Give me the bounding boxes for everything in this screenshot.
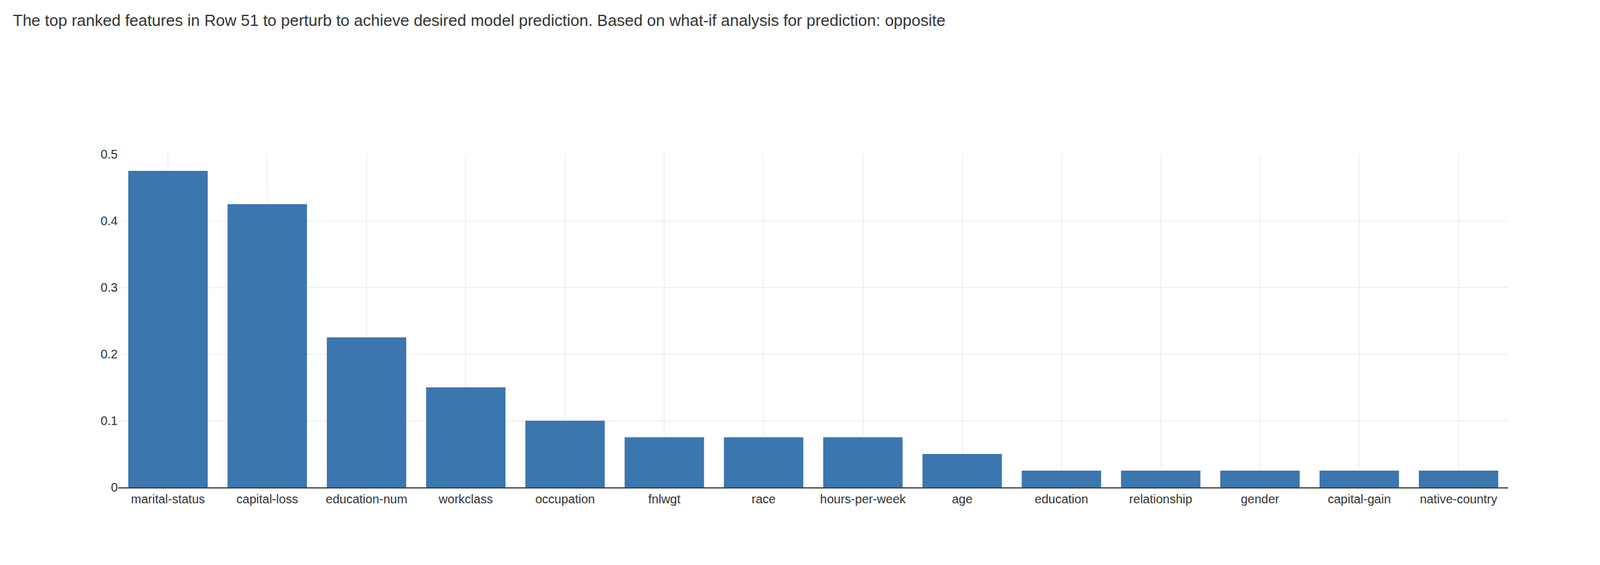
svg-text:fnlwgt: fnlwgt bbox=[648, 491, 682, 506]
svg-text:occupation: occupation bbox=[534, 491, 595, 506]
svg-text:capital-loss: capital-loss bbox=[236, 491, 299, 506]
svg-text:0: 0 bbox=[110, 480, 118, 494]
svg-text:relationship: relationship bbox=[1129, 491, 1192, 506]
svg-text:0.1: 0.1 bbox=[100, 413, 118, 428]
svg-text:0.5: 0.5 bbox=[100, 147, 118, 161]
svg-text:education: education bbox=[1034, 491, 1089, 506]
svg-text:The top ranked features in Row: The top ranked features in Row 51 to per… bbox=[12, 11, 946, 30]
svg-text:hours-per-week: hours-per-week bbox=[820, 491, 907, 506]
svg-text:age: age bbox=[951, 491, 972, 506]
svg-text:race: race bbox=[751, 491, 776, 506]
svg-text:education-num: education-num bbox=[326, 491, 408, 506]
svg-text:native-country: native-country bbox=[1420, 491, 1498, 506]
svg-text:gender: gender bbox=[1240, 491, 1280, 506]
svg-text:workclass: workclass bbox=[438, 491, 494, 506]
svg-text:capital-gain: capital-gain bbox=[1327, 491, 1391, 506]
svg-text:0.2: 0.2 bbox=[100, 346, 118, 361]
svg-text:0.3: 0.3 bbox=[100, 280, 118, 294]
svg-text:marital-status: marital-status bbox=[131, 491, 206, 506]
svg-text:0.4: 0.4 bbox=[100, 213, 118, 228]
